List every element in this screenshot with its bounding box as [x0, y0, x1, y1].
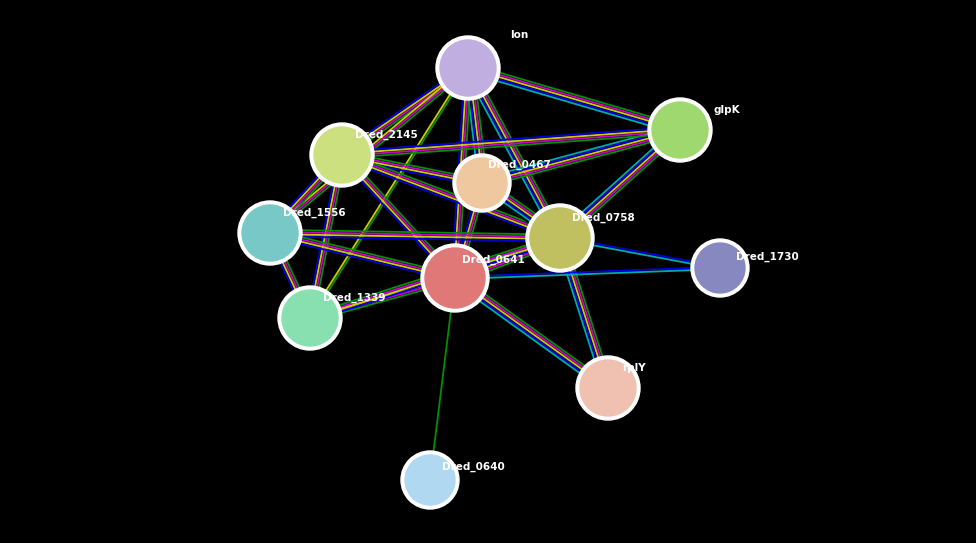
Ellipse shape: [580, 360, 636, 416]
Ellipse shape: [526, 204, 594, 272]
Ellipse shape: [314, 127, 370, 183]
Text: Dred_1730: Dred_1730: [736, 252, 798, 262]
Ellipse shape: [282, 290, 338, 346]
Ellipse shape: [425, 248, 485, 308]
Ellipse shape: [436, 36, 500, 100]
Ellipse shape: [652, 102, 708, 158]
Ellipse shape: [242, 205, 298, 261]
Text: Dred_2145: Dred_2145: [355, 130, 418, 140]
Ellipse shape: [238, 201, 302, 265]
Text: Dred_1556: Dred_1556: [283, 208, 346, 218]
Ellipse shape: [401, 451, 459, 509]
Ellipse shape: [440, 40, 496, 96]
Text: Dred_0641: Dred_0641: [462, 255, 525, 266]
Text: Dred_1339: Dred_1339: [323, 293, 386, 304]
Ellipse shape: [457, 158, 507, 208]
Text: glpK: glpK: [714, 105, 741, 115]
Text: Dred_0640: Dred_0640: [442, 462, 505, 472]
Ellipse shape: [310, 123, 374, 187]
Ellipse shape: [695, 243, 745, 293]
Ellipse shape: [576, 356, 640, 420]
Text: Dred_0467: Dred_0467: [488, 160, 550, 171]
Ellipse shape: [405, 455, 455, 505]
Text: Dred_0758: Dred_0758: [572, 213, 634, 223]
Text: rplY: rplY: [622, 363, 646, 373]
Ellipse shape: [421, 244, 489, 312]
Ellipse shape: [530, 208, 590, 268]
Ellipse shape: [648, 98, 712, 162]
Ellipse shape: [453, 154, 511, 212]
Ellipse shape: [691, 239, 749, 297]
Text: lon: lon: [510, 30, 528, 40]
Ellipse shape: [278, 286, 342, 350]
